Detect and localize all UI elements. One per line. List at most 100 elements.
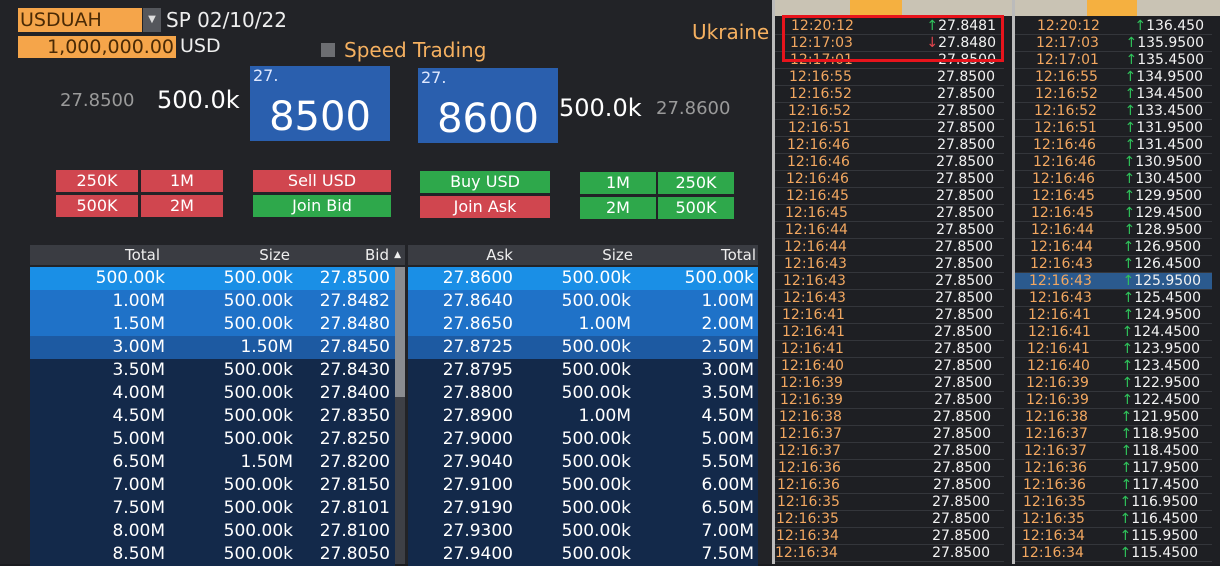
ask-total-header[interactable]: Total bbox=[720, 246, 756, 264]
tick-row[interactable]: 12:16:38 27.8500 bbox=[775, 409, 1004, 426]
ask-row[interactable]: 27.8600 500.00k 500.00k bbox=[408, 267, 758, 290]
tick-row[interactable]: 12:16:39 27.8500 bbox=[775, 375, 1004, 392]
bid-row[interactable]: 5.00M 500.00k 27.8250 bbox=[30, 428, 395, 451]
buy-usd-button[interactable]: Buy USD bbox=[420, 171, 550, 193]
buy-size-1m-button[interactable]: 1M bbox=[580, 172, 656, 194]
tick-row[interactable]: 12:16:37 27.8500 bbox=[775, 443, 1004, 460]
tick-row[interactable]: 12:16:36 ↑117.9500 bbox=[1015, 460, 1212, 477]
tick-row[interactable]: 12:16:37 ↑118.4500 bbox=[1015, 443, 1212, 460]
tick-row[interactable]: 12:16:43 27.8500 bbox=[775, 273, 1004, 290]
buy-size-250k-button[interactable]: 250K bbox=[658, 172, 734, 194]
tick-row[interactable]: 12:16:40 27.8500 bbox=[775, 358, 1004, 375]
tick-row[interactable]: 12:20:12 ↑27.8481 bbox=[775, 18, 1004, 35]
tick-row[interactable]: 12:16:36 ↑117.4500 bbox=[1015, 477, 1212, 494]
ask-size-header[interactable]: Size bbox=[602, 246, 633, 264]
tick-row[interactable]: 12:16:43 ↑125.4500 bbox=[1015, 290, 1212, 307]
bid-row[interactable]: 8.00M 500.00k 27.8100 bbox=[30, 520, 395, 543]
bid-row[interactable]: 1.00M 500.00k 27.8482 bbox=[30, 290, 395, 313]
sell-size-1m-button[interactable]: 1M bbox=[141, 170, 223, 192]
ask-row[interactable]: 27.9400 500.00k 7.50M bbox=[408, 543, 758, 566]
tick-row[interactable]: 12:16:52 ↑133.4500 bbox=[1015, 103, 1212, 120]
tick-row[interactable]: 12:16:41 ↑124.4500 bbox=[1015, 324, 1212, 341]
tick-row[interactable]: 12:16:40 ↑123.4500 bbox=[1015, 358, 1212, 375]
sell-size-2m-button[interactable]: 2M bbox=[141, 195, 223, 217]
tick-row[interactable]: 12:16:43 ↑125.9500 bbox=[1015, 273, 1212, 290]
tick-row[interactable]: 12:16:45 ↑129.9500 bbox=[1015, 188, 1212, 205]
tick-row[interactable]: 12:16:46 ↑130.9500 bbox=[1015, 154, 1212, 171]
tick-row[interactable]: 12:16:55 ↑134.9500 bbox=[1015, 69, 1212, 86]
ask-row[interactable]: 27.9040 500.00k 5.50M bbox=[408, 451, 758, 474]
tick-row[interactable]: 12:16:35 27.8500 bbox=[775, 494, 1004, 511]
tick-row[interactable]: 12:16:45 27.8500 bbox=[775, 188, 1004, 205]
bid-header-label[interactable]: Bid bbox=[365, 246, 389, 264]
tick-row[interactable]: 12:16:55 27.8500 bbox=[775, 69, 1004, 86]
tick-row[interactable]: 12:16:35 ↑116.4500 bbox=[1015, 511, 1212, 528]
tick-row[interactable]: 12:16:36 27.8500 bbox=[775, 477, 1004, 494]
tick-row[interactable]: 12:16:34 ↑115.9500 bbox=[1015, 528, 1212, 545]
tick-row[interactable]: 12:16:36 27.8500 bbox=[775, 460, 1004, 477]
tick-row[interactable]: 12:17:03 ↑135.9500 bbox=[1015, 35, 1212, 52]
tick-row[interactable]: 12:17:01 ↑135.4500 bbox=[1015, 52, 1212, 69]
sell-usd-button[interactable]: Sell USD bbox=[253, 170, 391, 192]
tick-row[interactable]: 12:16:46 ↑131.4500 bbox=[1015, 137, 1212, 154]
ask-row[interactable]: 27.8640 500.00k 1.00M bbox=[408, 290, 758, 313]
ask-header-label[interactable]: Ask bbox=[486, 246, 513, 264]
tick-row[interactable]: 12:16:44 27.8500 bbox=[775, 222, 1004, 239]
ask-row[interactable]: 27.8725 500.00k 2.50M bbox=[408, 336, 758, 359]
bid-row[interactable]: 3.00M 1.50M 27.8450 bbox=[30, 336, 395, 359]
tick-row[interactable]: 12:16:43 ↑126.4500 bbox=[1015, 256, 1212, 273]
buy-size-2m-button[interactable]: 2M bbox=[580, 197, 656, 219]
tick-row[interactable]: 12:16:37 27.8500 bbox=[775, 426, 1004, 443]
tick-row[interactable]: 12:16:41 27.8500 bbox=[775, 324, 1004, 341]
tick-row[interactable]: 12:16:35 27.8500 bbox=[775, 511, 1004, 528]
bid-row[interactable]: 7.00M 500.00k 27.8150 bbox=[30, 474, 395, 497]
ticker-field[interactable]: USDUAH bbox=[18, 8, 142, 32]
tick-row[interactable]: 12:16:45 27.8500 bbox=[775, 205, 1004, 222]
tick-row[interactable]: 12:16:41 27.8500 bbox=[775, 341, 1004, 358]
ask-price-box[interactable]: 27. 8600 bbox=[418, 68, 558, 143]
join-ask-button[interactable]: Join Ask bbox=[420, 196, 550, 218]
tick-row[interactable]: 12:16:34 27.8500 bbox=[775, 528, 1004, 545]
tick-row[interactable]: 12:16:35 ↑116.9500 bbox=[1015, 494, 1212, 511]
bid-size-header[interactable]: Size bbox=[259, 246, 290, 264]
tick-row[interactable]: 12:16:45 ↑129.4500 bbox=[1015, 205, 1212, 222]
tick-row[interactable]: 12:16:51 27.8500 bbox=[775, 120, 1004, 137]
bid-total-header[interactable]: Total bbox=[124, 246, 160, 264]
ask-row[interactable]: 27.8795 500.00k 3.00M bbox=[408, 359, 758, 382]
bid-row[interactable]: 6.50M 1.50M 27.8200 bbox=[30, 451, 395, 474]
ask-row[interactable]: 27.8800 500.00k 3.50M bbox=[408, 382, 758, 405]
tick-row[interactable]: 12:16:39 ↑122.9500 bbox=[1015, 375, 1212, 392]
tick-row[interactable]: 12:16:34 ↑115.4500 bbox=[1015, 545, 1212, 562]
ask-row[interactable]: 27.8900 1.00M 4.50M bbox=[408, 405, 758, 428]
sell-size-500k-button[interactable]: 500K bbox=[56, 195, 138, 217]
ask-row[interactable]: 27.9000 500.00k 5.00M bbox=[408, 428, 758, 451]
tick-row[interactable]: 12:16:46 27.8500 bbox=[775, 171, 1004, 188]
scrollbar-thumb[interactable] bbox=[395, 267, 405, 397]
ask-row[interactable]: 27.9190 500.00k 6.50M bbox=[408, 497, 758, 520]
bid-row[interactable]: 4.50M 500.00k 27.8350 bbox=[30, 405, 395, 428]
tick-row[interactable]: 12:16:46 27.8500 bbox=[775, 137, 1004, 154]
bid-row[interactable]: 3.50M 500.00k 27.8430 bbox=[30, 359, 395, 382]
tick-row[interactable]: 12:16:51 ↑131.9500 bbox=[1015, 120, 1212, 137]
bid-row[interactable]: 4.00M 500.00k 27.8400 bbox=[30, 382, 395, 405]
chevron-down-icon[interactable]: ▼ bbox=[143, 8, 161, 32]
tick-row[interactable]: 12:16:52 27.8500 bbox=[775, 103, 1004, 120]
speed-trading-checkbox[interactable] bbox=[321, 43, 335, 57]
ask-row[interactable]: 27.8650 1.00M 2.00M bbox=[408, 313, 758, 336]
bid-row[interactable]: 8.50M 500.00k 27.8050 bbox=[30, 543, 395, 566]
tick-row[interactable]: 12:16:43 27.8500 bbox=[775, 256, 1004, 273]
join-bid-button[interactable]: Join Bid bbox=[253, 195, 391, 217]
bid-row[interactable]: 500.00k 500.00k 27.8500 bbox=[30, 267, 395, 290]
tick-row[interactable]: 12:16:52 27.8500 bbox=[775, 86, 1004, 103]
buy-size-500k-button[interactable]: 500K bbox=[658, 197, 734, 219]
tick-row[interactable]: 12:17:03 ↓27.8480 bbox=[775, 35, 1004, 52]
bid-price-box[interactable]: 27. 8500 bbox=[250, 66, 390, 141]
tick-row[interactable]: 12:16:43 27.8500 bbox=[775, 290, 1004, 307]
tick-row[interactable]: 12:16:39 27.8500 bbox=[775, 392, 1004, 409]
tick-row[interactable]: 12:16:38 ↑121.9500 bbox=[1015, 409, 1212, 426]
tick-row[interactable]: 12:16:37 ↑118.9500 bbox=[1015, 426, 1212, 443]
tick-row[interactable]: 12:16:39 ↑122.4500 bbox=[1015, 392, 1212, 409]
bid-scrollbar[interactable] bbox=[395, 267, 405, 564]
ask-row[interactable]: 27.9300 500.00k 7.00M bbox=[408, 520, 758, 543]
tick-row[interactable]: 12:16:41 ↑124.9500 bbox=[1015, 307, 1212, 324]
